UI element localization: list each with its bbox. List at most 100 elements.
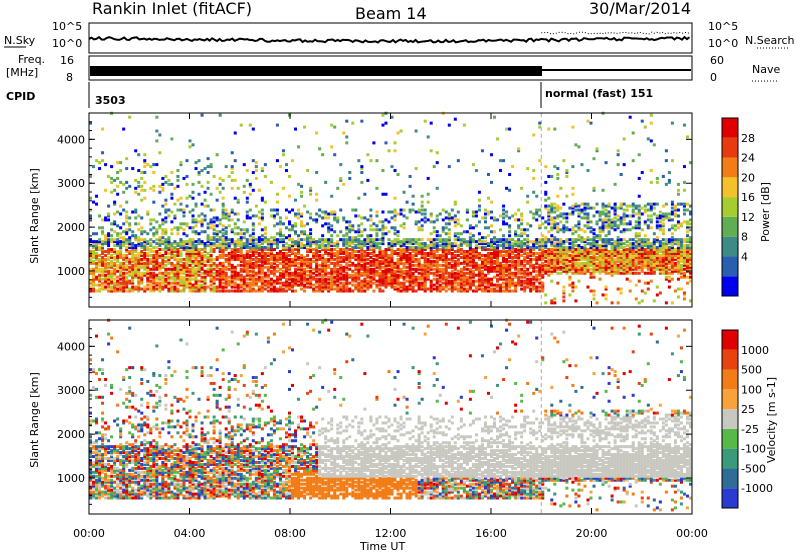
range-cell <box>568 253 572 257</box>
range-cell <box>254 289 258 293</box>
range-cell <box>499 273 503 277</box>
range-cell <box>200 277 204 281</box>
range-cell <box>387 283 391 287</box>
range-cell <box>568 250 572 254</box>
range-cell <box>315 240 319 244</box>
range-cell <box>637 253 641 257</box>
range-cell <box>158 190 162 194</box>
range-cell <box>532 267 536 271</box>
range-cell <box>508 277 512 281</box>
range-cell <box>227 218 231 222</box>
range-cell <box>366 271 370 275</box>
range-cell <box>474 248 478 252</box>
range-cell <box>384 269 388 273</box>
range-cell <box>447 242 451 246</box>
range-cell <box>631 208 635 212</box>
range-cell <box>366 275 370 279</box>
range-cell <box>98 167 102 171</box>
range-cell <box>622 137 626 141</box>
range-cell <box>146 283 150 287</box>
range-cell <box>477 287 481 291</box>
range-cell <box>468 240 472 244</box>
range-cell <box>589 121 593 125</box>
range-cell <box>179 263 183 267</box>
range-cell <box>607 218 611 222</box>
range-cell <box>312 259 316 263</box>
range-cell <box>291 250 295 254</box>
range-cell <box>122 222 126 226</box>
range-cell <box>571 257 575 261</box>
range-cell <box>185 224 189 228</box>
range-cell <box>634 261 638 265</box>
range-cell <box>131 257 135 261</box>
range-cell <box>297 238 301 242</box>
range-cell <box>366 246 370 250</box>
range-cell <box>586 212 590 216</box>
range-cell <box>538 226 542 230</box>
range-cell <box>260 218 264 222</box>
range-cell <box>197 255 201 259</box>
range-cell <box>616 263 620 267</box>
range-cell <box>194 240 198 244</box>
range-cell <box>468 238 472 242</box>
range-cell <box>601 226 605 230</box>
range-cell <box>342 242 346 246</box>
range-cell <box>327 287 331 291</box>
range-cell <box>158 212 162 216</box>
range-cell <box>399 259 403 263</box>
range-cell <box>396 240 400 244</box>
range-cell <box>221 196 225 200</box>
range-cell <box>122 277 126 281</box>
range-cell <box>281 273 285 277</box>
range-cell <box>272 265 276 269</box>
range-cell <box>155 253 159 257</box>
range-cell <box>384 273 388 277</box>
range-cell <box>336 218 340 222</box>
range-cell <box>230 269 234 273</box>
range-cell <box>107 273 111 277</box>
range-cell <box>568 275 572 279</box>
range-cell <box>336 234 340 238</box>
range-cell <box>432 267 436 271</box>
range-cell <box>291 285 295 289</box>
range-cell <box>203 248 207 252</box>
range-cell <box>281 251 285 255</box>
range-cell <box>351 248 355 252</box>
range-cell <box>306 261 310 265</box>
range-cell <box>218 244 222 248</box>
range-cell <box>191 182 195 186</box>
range-cell <box>191 244 195 248</box>
range-cell <box>417 287 421 291</box>
range-cell <box>137 281 141 285</box>
range-cell <box>224 214 228 218</box>
range-cell <box>119 236 123 240</box>
range-cell <box>357 273 361 277</box>
range-cell <box>520 244 524 248</box>
range-cell <box>640 240 644 244</box>
range-cell <box>194 277 198 281</box>
range-cell <box>315 259 319 263</box>
range-cell <box>284 283 288 287</box>
range-cell <box>604 246 608 250</box>
range-cell <box>544 246 548 250</box>
range-cell <box>218 248 222 252</box>
range-cell <box>257 240 261 244</box>
range-cell <box>562 251 566 255</box>
range-cell <box>176 242 180 246</box>
range-cell <box>333 281 337 285</box>
range-cell <box>613 208 617 212</box>
range-cell <box>327 244 331 248</box>
range-cell <box>435 263 439 267</box>
range-cell <box>538 285 542 289</box>
range-cell <box>119 273 123 277</box>
range-cell <box>294 240 298 244</box>
range-cell <box>239 244 243 248</box>
range-cell <box>447 232 451 236</box>
range-cell <box>203 269 207 273</box>
range-cell <box>622 202 626 206</box>
range-cell <box>164 220 168 224</box>
range-cell <box>453 267 457 271</box>
range-cell <box>245 281 249 285</box>
range-cell <box>598 226 602 230</box>
range-cell <box>499 277 503 281</box>
